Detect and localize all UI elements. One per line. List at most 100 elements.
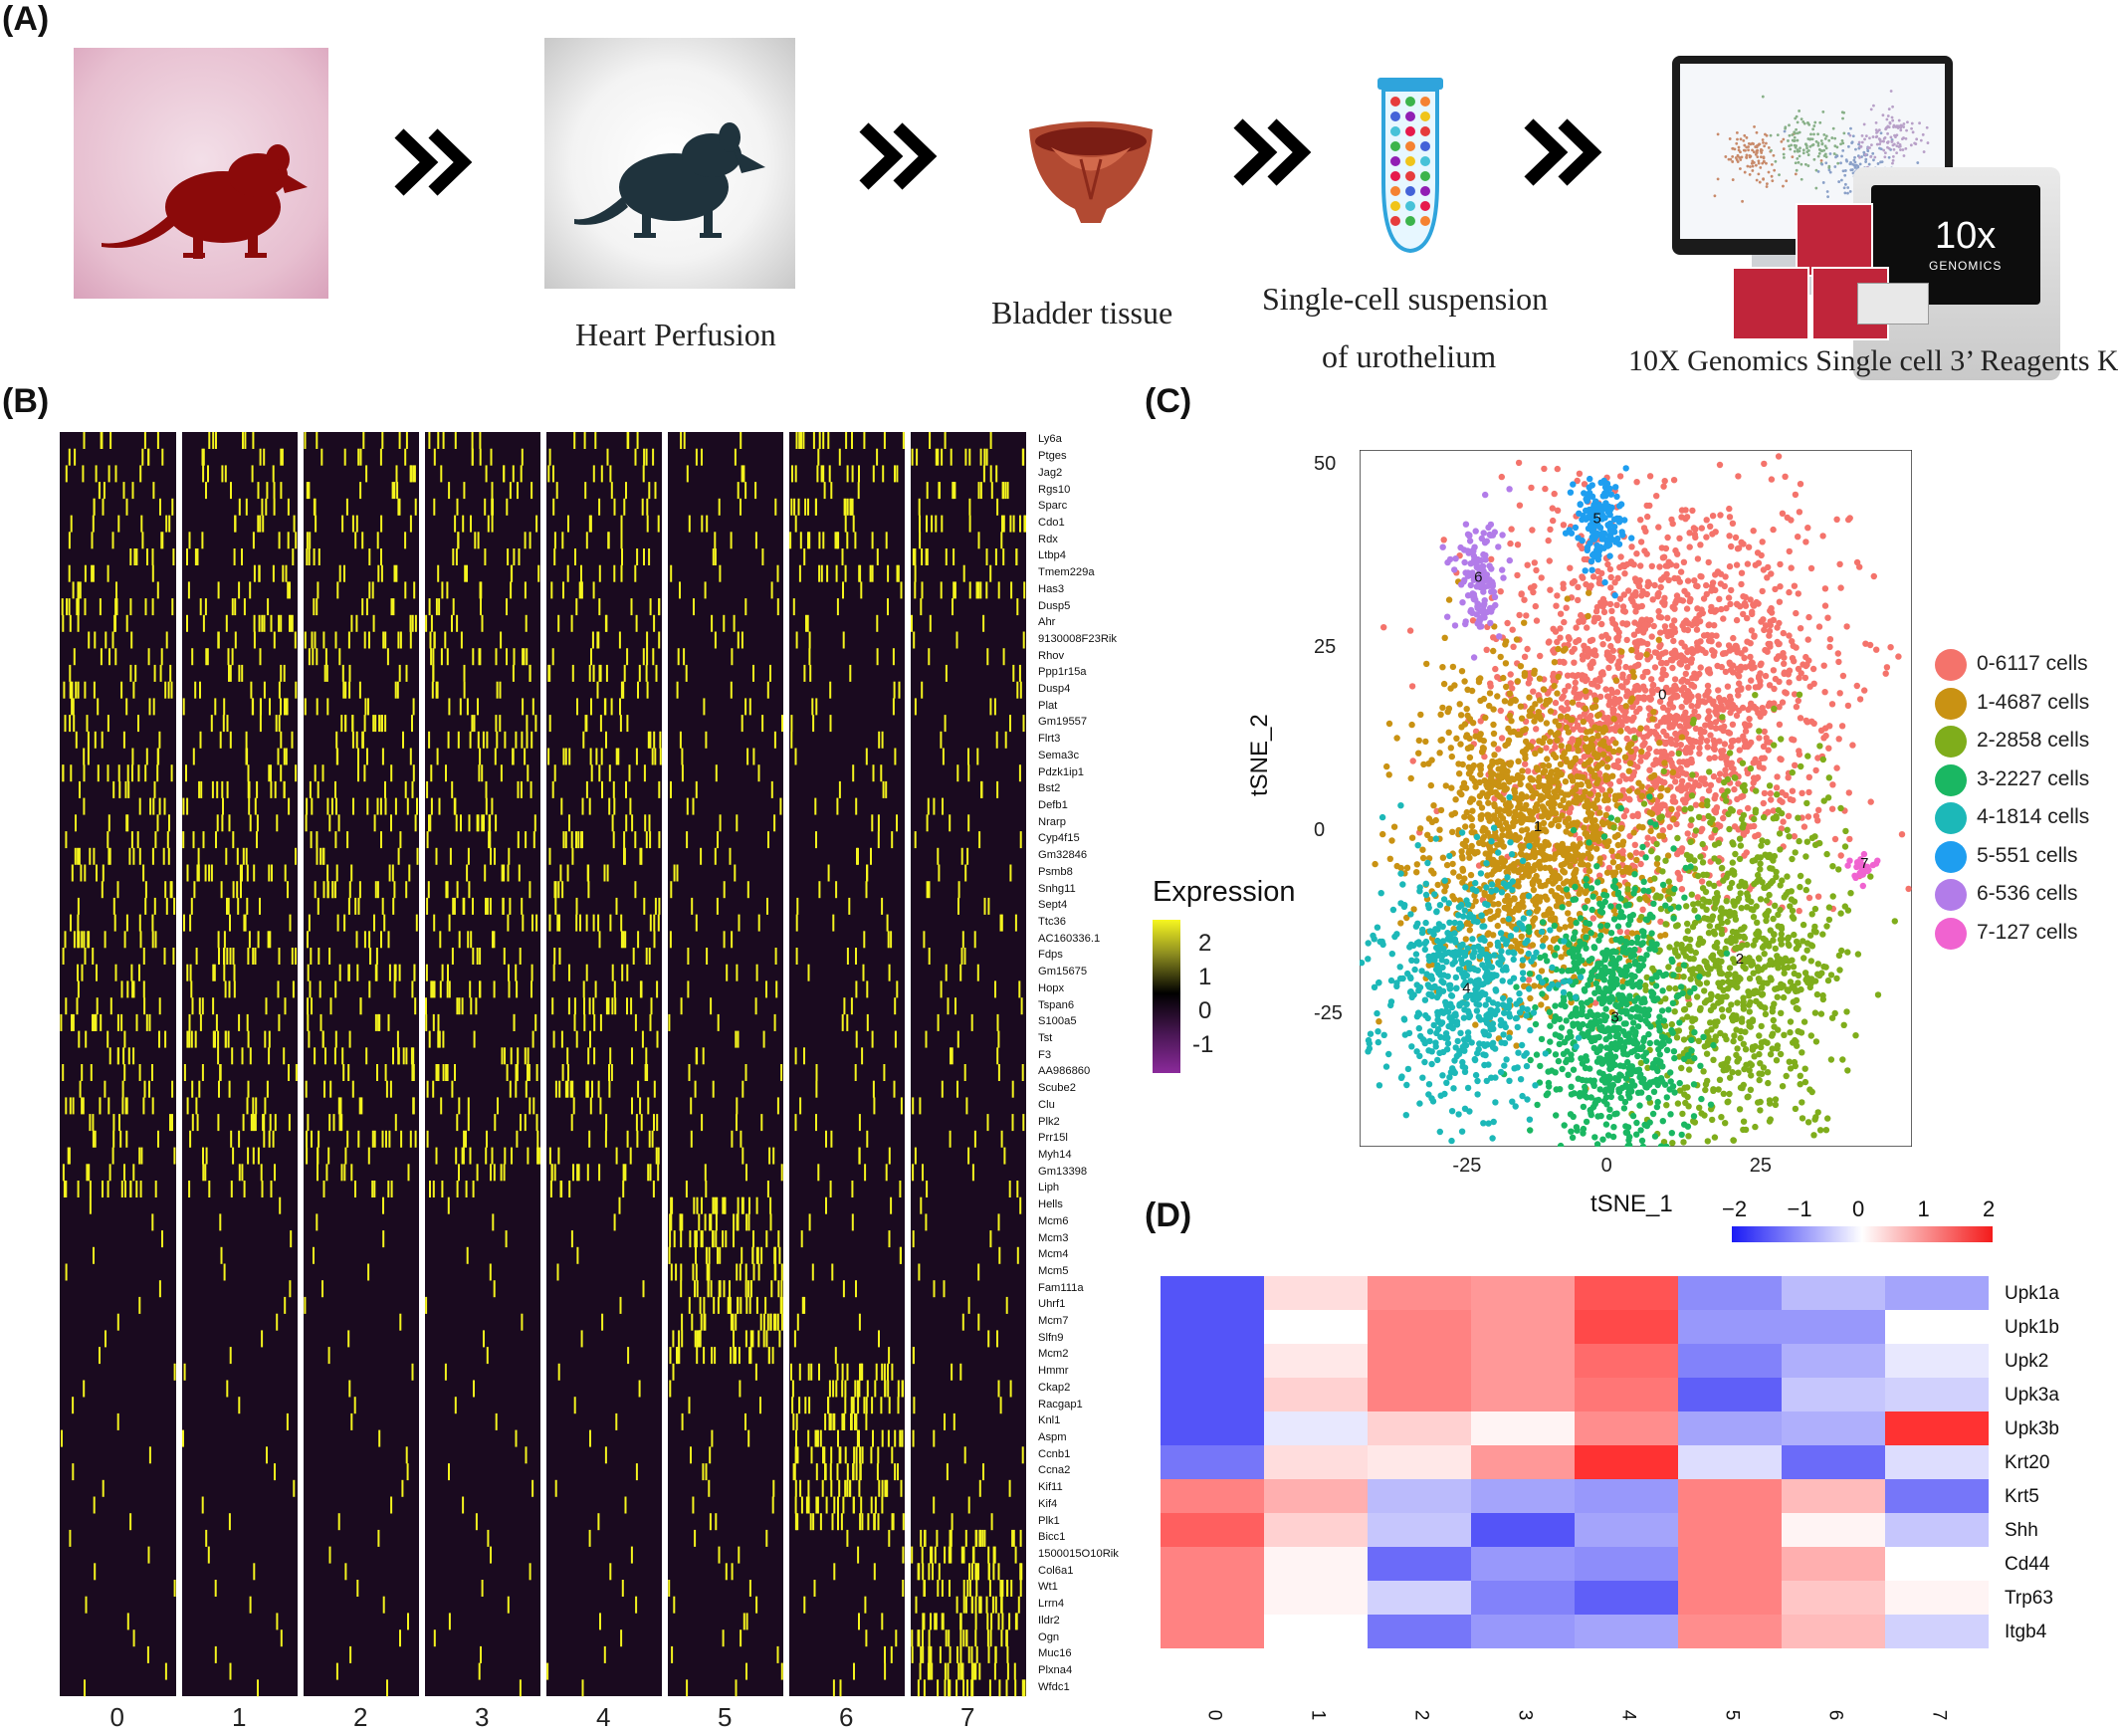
heatmap-d-cell xyxy=(1161,1615,1264,1648)
legend-dot-3 xyxy=(1935,763,1967,796)
heatmap-d-cell xyxy=(1471,1445,1575,1479)
gene-label-b: Scube2 xyxy=(1038,1082,1076,1095)
gene-label-b: Tst xyxy=(1038,1031,1053,1044)
heatmap-d-colorbar xyxy=(1732,1226,1993,1242)
heatmap-d-cell xyxy=(1782,1581,1885,1615)
caption-bladder-tissue: Bladder tissue xyxy=(991,295,1173,330)
gene-label-b: Mcm3 xyxy=(1038,1231,1069,1244)
heatmap-d-col-label: 2 xyxy=(1410,1709,1432,1721)
gene-label-b: Uhrf1 xyxy=(1038,1298,1066,1311)
heatmap-d-cell xyxy=(1575,1411,1678,1445)
heatmap-d-colorbar-tick: −2 xyxy=(1722,1196,1748,1221)
gene-label-b: Hells xyxy=(1038,1198,1063,1210)
gene-label-b: Plk2 xyxy=(1038,1115,1060,1128)
heatmap-d-cell xyxy=(1368,1310,1471,1344)
gene-label-b: Prr15l xyxy=(1038,1132,1068,1145)
heatmap-d-cell xyxy=(1264,1276,1368,1310)
cluster-label-b: 4 xyxy=(596,1702,611,1732)
heatmap-d-col-label: 0 xyxy=(1203,1709,1225,1721)
legend-label-7: 7-127 cells xyxy=(1977,920,2078,944)
legend-dot-5 xyxy=(1935,840,1967,873)
heatmap-d-col-label: 3 xyxy=(1514,1709,1536,1721)
cluster-label-b: 7 xyxy=(960,1702,975,1732)
heatmap-d-cell xyxy=(1471,1411,1575,1445)
gene-label-b: Mcm7 xyxy=(1038,1315,1069,1327)
gene-label-b: Sept4 xyxy=(1038,899,1068,912)
heatmap-d-cell xyxy=(1368,1615,1471,1648)
tsne-cluster-label-2: 2 xyxy=(1736,951,1744,968)
caption-10x-genomics: 10X Genomics Single cell 3’ Reagents Kit… xyxy=(1628,344,2118,377)
gene-label-b: Defb1 xyxy=(1038,799,1068,811)
tsne-cluster-label-1: 1 xyxy=(1534,818,1542,835)
legend-dot-2 xyxy=(1935,726,1967,758)
gene-label-b: Ttc36 xyxy=(1038,916,1066,928)
heatmap-d-cell xyxy=(1782,1378,1885,1411)
heatmap-d-col-label: 1 xyxy=(1307,1709,1329,1721)
tsne-cluster-label-5: 5 xyxy=(1593,511,1601,528)
heatmap-d-cell xyxy=(1264,1479,1368,1513)
panel-label-a: (A) xyxy=(2,0,50,38)
heatmap-b-cluster-5 xyxy=(668,432,783,1697)
expression-tick-neg1: -1 xyxy=(1192,1031,1214,1058)
device-brand-text: GENOMICS xyxy=(1929,259,2003,273)
gene-label-b: Gm19557 xyxy=(1038,716,1088,729)
gene-label-b: Gm32846 xyxy=(1038,849,1088,862)
gene-label-b: Ly6a xyxy=(1038,433,1062,446)
heatmap-d-cell xyxy=(1678,1378,1782,1411)
heatmap-d-cell xyxy=(1471,1378,1575,1411)
heatmap-d-colorbar-tick: 2 xyxy=(1983,1196,1996,1221)
heatmap-d-cell xyxy=(1368,1513,1471,1547)
heatmap-d-cell xyxy=(1782,1344,1885,1378)
gene-label-b: Ahr xyxy=(1038,616,1056,629)
gene-label-b: Snhg11 xyxy=(1038,882,1076,895)
gene-label-b: Ckap2 xyxy=(1038,1381,1071,1394)
workflow-panel: Heart Perfusion Bladder tissue Single-ce… xyxy=(0,0,2118,382)
expression-tick-2: 2 xyxy=(1198,930,1212,957)
tsne-y-tick: -25 xyxy=(1314,1002,1343,1025)
heatmap-d-row-label: Trp63 xyxy=(2005,1588,2053,1609)
gene-label-b: Rhov xyxy=(1038,649,1065,662)
heatmap-d-cell xyxy=(1471,1344,1575,1378)
tsne-series-3 xyxy=(1500,793,1731,1147)
gene-label-b: Flrt3 xyxy=(1038,733,1061,746)
gene-label-b: Plk1 xyxy=(1038,1514,1060,1527)
tsne-series-5 xyxy=(1562,465,1635,599)
gene-label-b: F3 xyxy=(1038,1048,1052,1061)
heatmap-d-cell xyxy=(1782,1479,1885,1513)
cluster-label-b: 0 xyxy=(109,1702,124,1732)
arrow-icon-3 xyxy=(1233,118,1312,186)
gene-label-b: Clu xyxy=(1038,1098,1055,1111)
heatmap-b-cluster-2 xyxy=(304,432,419,1697)
heatmap-d-row-label: Shh xyxy=(2005,1520,2038,1541)
heatmap-d-cell xyxy=(1575,1378,1678,1411)
gene-label-b: Mcm6 xyxy=(1038,1214,1069,1227)
gene-label-b: Ildr2 xyxy=(1038,1614,1060,1627)
tsne-cluster-label-3: 3 xyxy=(1610,1009,1618,1026)
legend-dot-7 xyxy=(1935,917,1967,950)
heatmap-d-row-label: Krt5 xyxy=(2005,1486,2039,1507)
heatmap-d-col-label: 4 xyxy=(1617,1709,1639,1721)
heatmap-d-cell xyxy=(1264,1411,1368,1445)
gene-label-b: Mcm4 xyxy=(1038,1248,1069,1261)
heatmap-d-cell xyxy=(1575,1581,1678,1615)
heatmap-d-cell xyxy=(1782,1513,1885,1547)
legend-label-0: 0-6117 cells xyxy=(1977,652,2088,675)
gene-label-b: Col6a1 xyxy=(1038,1564,1074,1577)
heatmap-d-cell xyxy=(1678,1411,1782,1445)
reagent-box-2 xyxy=(1732,267,1809,340)
tsne-series-4 xyxy=(1360,793,1585,1145)
tsne-cluster-label-7: 7 xyxy=(1860,855,1868,872)
gene-label-b: Fdps xyxy=(1038,949,1063,962)
reagent-box-1 xyxy=(1796,203,1873,277)
heatmap-d-cell xyxy=(1678,1344,1782,1378)
heatmap-d-row-label: Upk3a xyxy=(2005,1385,2059,1406)
heatmap-d-cell xyxy=(1885,1547,1989,1581)
gene-label-b: Racgap1 xyxy=(1038,1398,1083,1410)
gene-label-b: 9130008F23Rik xyxy=(1038,632,1117,645)
heatmap-d-cell xyxy=(1885,1615,1989,1648)
heatmap-d-row-label: Upk1a xyxy=(2005,1283,2059,1304)
heatmap-d-cell xyxy=(1885,1310,1989,1344)
heatmap-d-cell xyxy=(1471,1513,1575,1547)
heatmap-d-col-label: 7 xyxy=(1928,1709,1950,1721)
gene-label-b: Mcm5 xyxy=(1038,1264,1069,1277)
